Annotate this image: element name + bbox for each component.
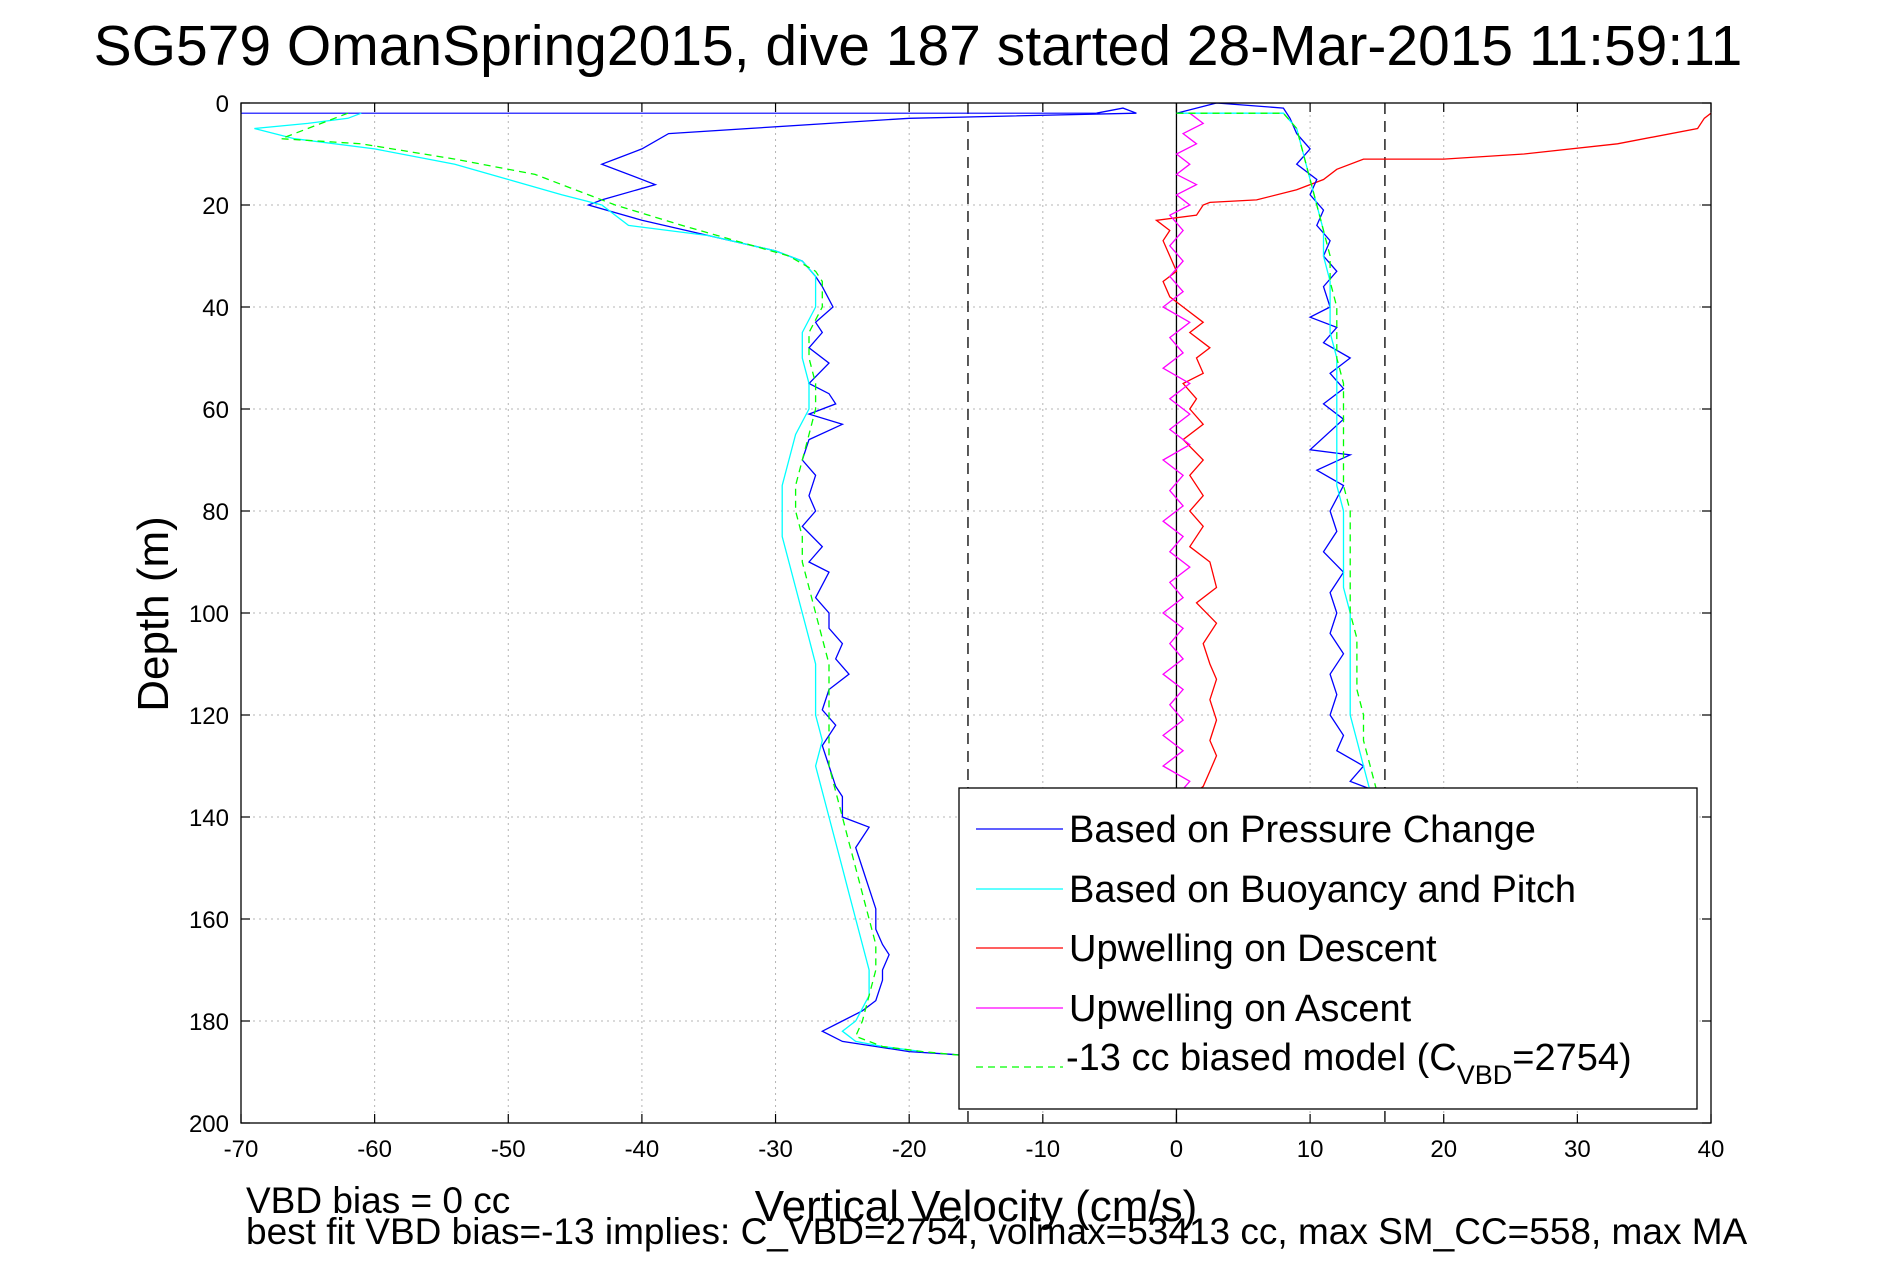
series-upw_ascent bbox=[1161, 112, 1205, 798]
x-axis-label: Vertical Velocity (cm/s) bbox=[755, 1182, 1198, 1231]
series-buoyancy_ascent bbox=[1176, 112, 1371, 792]
y-tick-label: 120 bbox=[189, 703, 229, 730]
x-tick-label: 10 bbox=[1297, 1136, 1324, 1163]
x-tick-label: -30 bbox=[758, 1136, 793, 1163]
y-tick-label: 160 bbox=[189, 907, 229, 934]
y-tick-label: 40 bbox=[202, 295, 229, 322]
legend-label-model: -13 cc biased model (CVBD=2754) bbox=[1066, 1037, 1632, 1090]
x-tick-label: 0 bbox=[1170, 1136, 1183, 1163]
x-tick-label: -10 bbox=[1025, 1136, 1060, 1163]
y-axis-label: Depth (m) bbox=[129, 516, 178, 712]
best-fit-note: best fit VBD bias=-13 implies: C_VBD=275… bbox=[246, 1211, 1748, 1252]
y-tick-label: 80 bbox=[202, 499, 229, 526]
series-buoyancy bbox=[254, 112, 923, 1053]
x-tick-label: 40 bbox=[1698, 1136, 1725, 1163]
y-tick-label: 0 bbox=[216, 91, 229, 118]
y-tick-label: 140 bbox=[189, 805, 229, 832]
x-tick-label: 30 bbox=[1564, 1136, 1591, 1163]
series-upw_descent bbox=[1154, 112, 1711, 798]
legend: Based on Pressure Change Based on Buoyan… bbox=[958, 787, 1698, 1110]
x-tick-label: -20 bbox=[892, 1136, 927, 1163]
y-tick-label: 180 bbox=[189, 1009, 229, 1036]
legend-label-pressure: Based on Pressure Change bbox=[1069, 809, 1536, 851]
legend-label-model-post: =2754) bbox=[1512, 1037, 1631, 1079]
y-tick-label: 100 bbox=[189, 601, 229, 628]
x-tick-label: -60 bbox=[357, 1136, 392, 1163]
x-tick-label: -70 bbox=[224, 1136, 259, 1163]
x-tick-label: -50 bbox=[491, 1136, 526, 1163]
legend-label-model-pre: -13 cc biased model (C bbox=[1066, 1037, 1457, 1079]
legend-label-upw-descent: Upwelling on Descent bbox=[1069, 928, 1437, 970]
series-model_ascent bbox=[1176, 112, 1378, 792]
series-model bbox=[280, 112, 977, 1058]
data-series bbox=[241, 103, 1711, 1058]
legend-label-model-sub: VBD bbox=[1457, 1060, 1513, 1090]
legend-label-upw-ascent: Upwelling on Ascent bbox=[1069, 988, 1412, 1030]
chart-title: SG579 OmanSpring2015, dive 187 started 2… bbox=[94, 14, 1743, 78]
y-tick-label: 20 bbox=[202, 193, 229, 220]
series-pressure bbox=[586, 107, 1137, 1058]
vbd-bias-note: VBD bias = 0 cc bbox=[246, 1180, 511, 1221]
y-tick-label: 200 bbox=[189, 1111, 229, 1138]
x-tick-label: 20 bbox=[1430, 1136, 1457, 1163]
legend-label-buoyancy: Based on Buoyancy and Pitch bbox=[1069, 869, 1576, 911]
y-tick-label: 60 bbox=[202, 397, 229, 424]
axis-ticks: -70 -60 -50 -40 -30 -20 -10 0 10 20 30 40 0 20 40 60 80 1… bbox=[189, 91, 1724, 1163]
series-pressure_ascent bbox=[1176, 103, 1379, 798]
x-tick-label: -40 bbox=[625, 1136, 660, 1163]
legend-box bbox=[958, 787, 1698, 1110]
